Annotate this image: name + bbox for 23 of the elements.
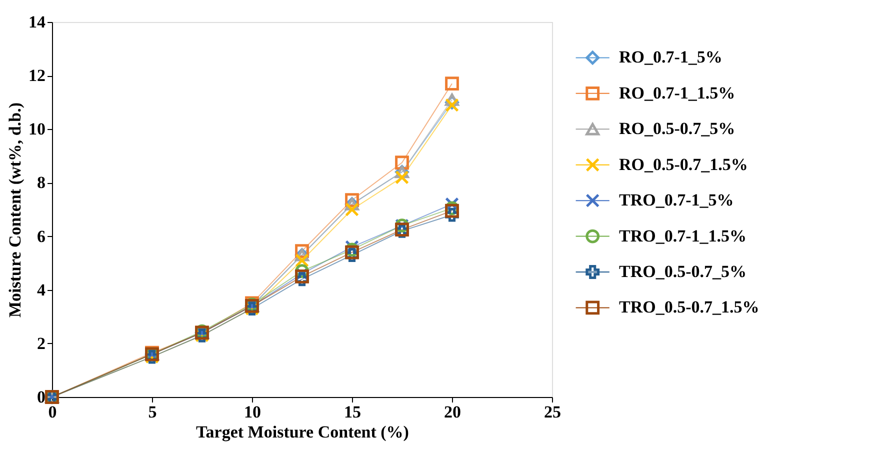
x-tick-label: 5 bbox=[148, 402, 157, 422]
x-tick-label: 15 bbox=[344, 402, 361, 422]
y-tick-label: 14 bbox=[28, 12, 46, 32]
y-tick-label: 0 bbox=[37, 388, 46, 406]
legend-label: RO_0.5-0.7_1.5% bbox=[619, 154, 748, 174]
y-tick-label: 6 bbox=[37, 226, 46, 246]
x-axis-title: Target Moisture Content (%) bbox=[196, 422, 409, 442]
y-tick-label: 8 bbox=[37, 173, 46, 192]
x-tick-label: 25 bbox=[544, 402, 561, 422]
legend-label: TRO_0.5-0.7_5% bbox=[619, 262, 746, 281]
legend-label: RO_0.7-1_1.5% bbox=[619, 83, 736, 102]
y-tick-label: 2 bbox=[37, 334, 46, 353]
x-tick-label: 20 bbox=[444, 402, 461, 422]
legend-label: RO_0.5-0.7_5% bbox=[619, 119, 736, 138]
legend-label: RO_0.7-1_5% bbox=[619, 48, 722, 67]
y-tick-label: 10 bbox=[28, 120, 46, 139]
y-tick-label: 4 bbox=[37, 280, 46, 300]
legend-label: TRO_0.7-1_5% bbox=[619, 190, 734, 210]
x-tick-label: 10 bbox=[244, 402, 261, 422]
y-axis-title: Moisture Content (wt%, d.b.) bbox=[6, 102, 24, 318]
y-tick-label: 12 bbox=[28, 66, 46, 86]
legend-label: TRO_0.7-1_1.5% bbox=[619, 226, 746, 246]
legend-label: TRO_0.5-0.7_1.5% bbox=[619, 298, 760, 317]
